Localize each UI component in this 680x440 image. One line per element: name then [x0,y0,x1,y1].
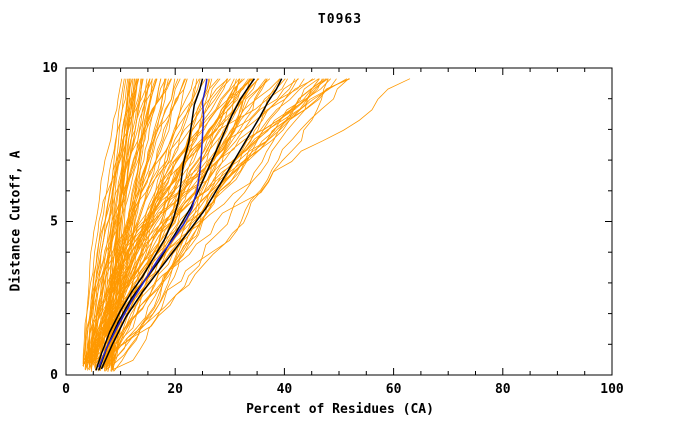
svg-text:40: 40 [277,382,293,397]
svg-text:80: 80 [495,382,511,397]
svg-text:100: 100 [600,382,624,397]
svg-text:5: 5 [50,215,58,230]
chart-title: T0963 [317,12,363,27]
y-axis-label: Distance Cutoff, A [8,150,24,292]
svg-text:20: 20 [167,382,183,397]
svg-text:10: 10 [42,61,58,76]
svg-text:0: 0 [62,382,70,397]
svg-text:0: 0 [50,368,58,383]
svg-text:60: 60 [386,382,402,397]
x-axis-label: Percent of Residues (CA) [246,402,434,417]
